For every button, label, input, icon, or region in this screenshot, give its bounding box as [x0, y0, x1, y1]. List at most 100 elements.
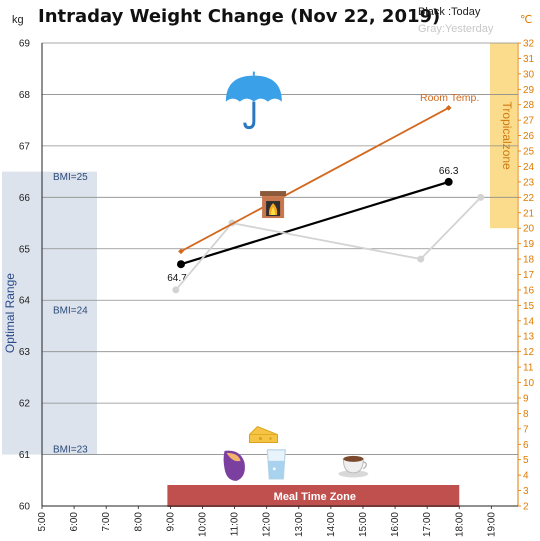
y-right-tick-label: 31: [523, 54, 535, 65]
y-left-tick-label: 69: [19, 39, 31, 50]
y-left-tick-label: 60: [19, 502, 31, 513]
bmi-label: BMI=25: [53, 172, 88, 183]
x-tick-label: 8:00: [133, 512, 144, 532]
y-right-tick-label: 10: [523, 378, 535, 389]
legend-today: Black :Today: [418, 6, 481, 18]
umbrella-handle: [243, 101, 256, 130]
x-tick-label: 7:00: [101, 512, 112, 532]
y-right-tick-label: 26: [523, 131, 535, 142]
x-tick-label: 12:00: [262, 512, 273, 537]
series-line-2: [180, 107, 450, 253]
y-right-tick-label: 5: [523, 455, 529, 466]
y-right-tick-label: 13: [523, 332, 535, 343]
x-tick-label: 13:00: [294, 512, 305, 537]
axes-layer: 6061626364656667686923456789101112131415…: [19, 39, 535, 538]
fireplace-mantel: [260, 191, 287, 197]
y-right-tick-label: 24: [523, 162, 535, 173]
zone-layer: Optimal Range Tropicalzone BMI=25 BMI=24 BMI…: [2, 43, 517, 507]
y-right-tick-label: 32: [523, 39, 535, 50]
y-left-tick-label: 64: [19, 296, 31, 307]
fireplace-icon: [260, 191, 287, 219]
x-tick-label: 18:00: [454, 512, 465, 537]
y-right-tick-label: 2: [523, 502, 529, 513]
y-right-tick-label: 16: [523, 285, 535, 296]
optimal-range-zone: [2, 171, 97, 455]
y-left-tick-label: 65: [19, 244, 31, 255]
cheese-hole: [258, 436, 263, 441]
today-point: [176, 260, 185, 269]
y-right-tick-label: 3: [523, 486, 529, 497]
x-tick-label: 19:00: [486, 512, 497, 537]
x-tick-label: 5:00: [37, 512, 48, 532]
x-tick-label: 15:00: [358, 512, 369, 537]
series-layer: 64.7 66.3 Room Temp.: [167, 92, 485, 294]
series-line-1: [175, 196, 482, 291]
cheese-icon: [248, 425, 278, 444]
y-right-tick-label: 22: [523, 193, 535, 204]
saucer: [338, 470, 369, 478]
x-tick-label: 9:00: [165, 512, 176, 532]
y-right-tick-label: 28: [523, 100, 535, 111]
y-left-unit: kg: [12, 14, 24, 26]
series-line-0: [180, 180, 449, 266]
y-right-tick-label: 27: [523, 116, 535, 127]
water-glass-icon: [266, 449, 286, 480]
chart-title: Intraday Weight Change (Nov 22, 2019): [38, 6, 440, 27]
room-temp-label: Room Temp.: [420, 92, 479, 104]
weight-data-label: 64.7: [167, 273, 187, 284]
y-right-tick-label: 15: [523, 301, 535, 312]
y-right-unit: ℃: [520, 14, 532, 26]
y-right-tick-label: 20: [523, 224, 535, 235]
bmi-label: BMI=24: [53, 306, 88, 317]
cup-handle: [362, 461, 368, 470]
today-point: [444, 177, 453, 186]
grid-layer: [42, 42, 518, 507]
tropical-zone-label: Tropicalzone: [500, 101, 514, 170]
temp-point: [178, 248, 184, 255]
y-left-tick-label: 62: [19, 399, 31, 410]
glass-bubble: [272, 467, 276, 471]
y-right-tick-label: 19: [523, 239, 535, 250]
y-right-tick-label: 18: [523, 255, 535, 266]
x-tick-label: 6:00: [69, 512, 80, 532]
umbrella-icon: [225, 71, 282, 130]
y-right-tick-label: 30: [523, 69, 535, 80]
cup-coffee: [343, 455, 364, 462]
x-tick-label: 17:00: [422, 512, 433, 537]
cup-body: [342, 458, 364, 474]
y-right-tick-label: 9: [523, 393, 529, 404]
coffee-cup-icon: [338, 455, 369, 478]
sweet-potato-icon: [223, 450, 245, 481]
yesterday-point: [172, 286, 180, 294]
x-tick-label: 16:00: [390, 512, 401, 537]
y-right-tick-label: 6: [523, 440, 529, 451]
y-right-tick-label: 17: [523, 270, 535, 281]
y-right-tick-label: 29: [523, 85, 535, 96]
legend-yesterday: Gray:Yesterday: [418, 23, 494, 35]
y-right-tick-label: 14: [523, 316, 535, 327]
y-right-tick-label: 11: [523, 363, 534, 374]
meal-time-label: Meal Time Zone: [274, 491, 356, 503]
x-tick-label: 11:00: [230, 512, 241, 537]
meal-time-zone: [167, 485, 460, 507]
y-right-tick-label: 21: [523, 208, 535, 219]
fireplace-flame-inner: [271, 207, 276, 216]
y-right-tick-label: 25: [523, 147, 535, 158]
x-tick-label: 10:00: [197, 512, 208, 537]
y-left-tick-label: 63: [19, 347, 31, 358]
y-right-tick-label: 23: [523, 177, 535, 188]
sweet-potato-flesh: [226, 452, 241, 462]
y-right-tick-label: 7: [523, 424, 529, 435]
temp-point: [445, 104, 452, 111]
yesterday-point: [477, 193, 485, 201]
icons-layer: [223, 71, 369, 481]
y-left-tick-label: 61: [19, 450, 31, 461]
yesterday-point: [417, 255, 425, 263]
y-left-tick-label: 67: [19, 141, 31, 152]
y-right-tick-label: 8: [523, 409, 529, 420]
bmi-label: BMI=23: [53, 444, 88, 455]
weight-data-label: 66.3: [439, 166, 459, 177]
x-tick-label: 14:00: [326, 512, 337, 537]
y-left-tick-label: 68: [19, 90, 31, 101]
